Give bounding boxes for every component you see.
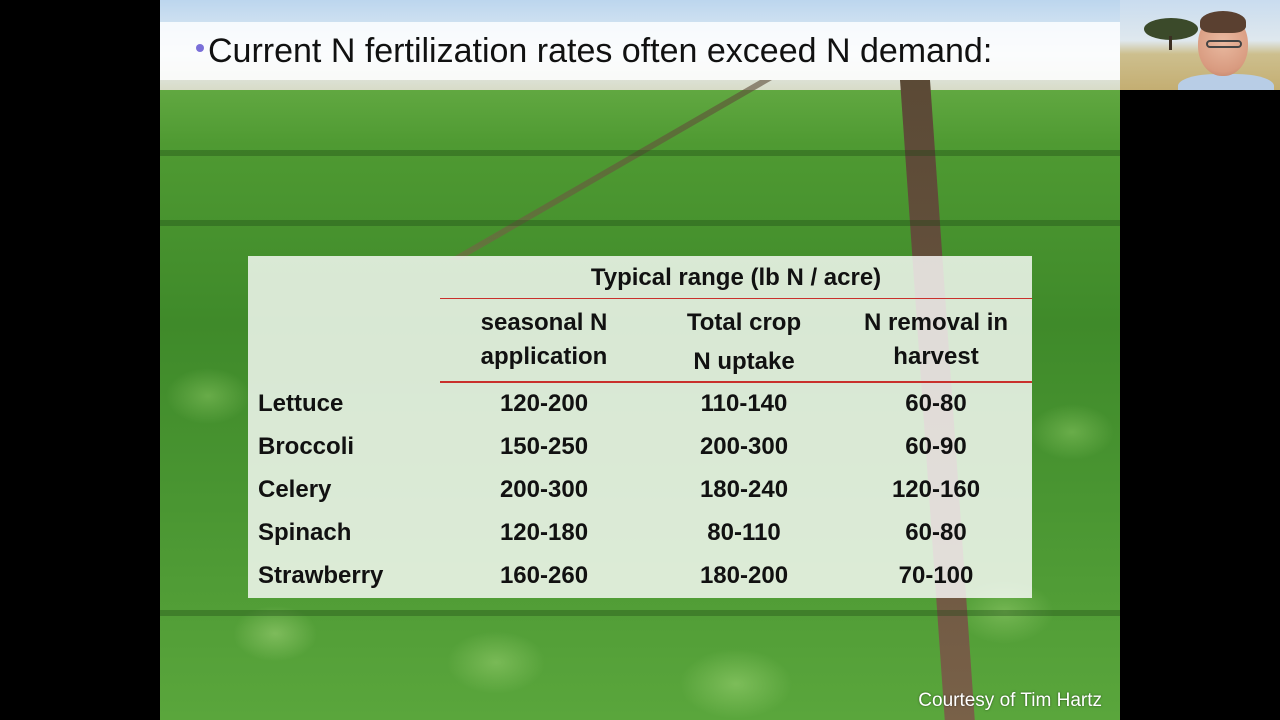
- table-cell: 80-110: [707, 519, 781, 546]
- data-table: Typical range (lb N / acre) seasonal N a…: [248, 256, 1032, 598]
- row-label-spinach: Spinach: [258, 519, 352, 546]
- table-cell: 160-260: [499, 562, 589, 589]
- table-cell: 200-300: [699, 433, 789, 460]
- crop-row-shade: [160, 610, 1120, 616]
- column-header-uptake: Total crop N uptake: [687, 306, 801, 379]
- table-cell: 70-100: [898, 562, 974, 589]
- column-header-line: N uptake: [693, 348, 795, 375]
- column-header-line: harvest: [893, 343, 979, 370]
- bullet-icon: [196, 44, 204, 52]
- table-cell: 120-160: [891, 476, 981, 503]
- column-header-line: seasonal N: [480, 309, 608, 336]
- table-cell: 110-140: [700, 390, 788, 417]
- row-label-celery: Celery: [258, 476, 332, 503]
- column-header-application: seasonal N application: [481, 306, 608, 374]
- table-cell: 60-90: [905, 433, 967, 460]
- presenter-hair: [1200, 11, 1246, 33]
- column-header-removal: N removal in harvest: [864, 306, 1008, 374]
- table-cell: 60-80: [905, 390, 967, 417]
- header-rule: [440, 381, 1032, 383]
- column-header-line: N removal in: [863, 309, 1009, 336]
- table-cell: 120-180: [499, 519, 589, 546]
- table-cell: 180-240: [699, 476, 789, 503]
- presenter-webcam-thumbnail: [1120, 0, 1280, 90]
- photo-credit: Courtesy of Tim Hartz: [918, 690, 1102, 711]
- tree-icon: [1144, 18, 1198, 40]
- presenter-shirt: [1178, 74, 1274, 90]
- group-header: Typical range (lb N / acre): [590, 264, 882, 291]
- field-furrow: [448, 80, 772, 260]
- title-bar: [160, 22, 1120, 80]
- table-cell: 60-80: [905, 519, 967, 546]
- row-label-lettuce: Lettuce: [258, 390, 344, 417]
- crop-row-shade: [160, 150, 1120, 156]
- tree-trunk: [1169, 36, 1172, 50]
- glasses-icon: [1206, 40, 1242, 48]
- table-cell: 200-300: [499, 476, 589, 503]
- table-cell: 120-200: [499, 390, 589, 417]
- table-cell: 150-250: [499, 433, 589, 460]
- crop-row-shade: [160, 220, 1120, 226]
- slide-title: Current N fertilization rates often exce…: [208, 32, 993, 70]
- column-header-line: Total crop: [686, 309, 802, 336]
- header-rule: [440, 298, 1032, 299]
- table-cell: 180-200: [699, 562, 789, 589]
- row-label-strawberry: Strawberry: [258, 562, 384, 589]
- row-label-broccoli: Broccoli: [258, 433, 355, 460]
- column-header-line: application: [480, 343, 608, 370]
- slide: Current N fertilization rates often exce…: [160, 0, 1120, 720]
